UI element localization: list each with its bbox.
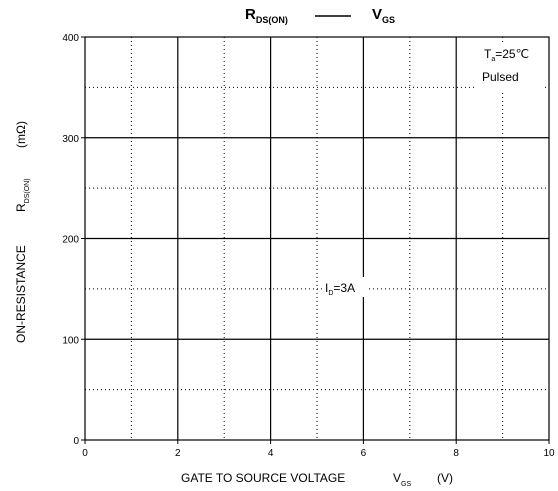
y-axis-symbol: RDS(ON)	[14, 178, 31, 212]
temperature-condition: Ta=25℃	[484, 47, 529, 63]
y-tick-label: 200	[62, 235, 79, 246]
x-tick-label: 4	[268, 448, 274, 459]
y-axis-ticks: 0 100 200 300 400	[62, 33, 85, 447]
pulsed-condition: Pulsed	[482, 70, 519, 84]
x-tick-label: 0	[82, 448, 88, 459]
y-axis-unit: (mΩ)	[14, 121, 28, 148]
y-tick-label: 0	[73, 436, 79, 447]
x-axis-label: GATE TO SOURCE VOLTAGE	[181, 471, 345, 485]
condition-box-bg	[474, 42, 544, 92]
y-tick-label: 400	[62, 33, 79, 44]
y-axis-label: ON-RESISTANCE	[14, 245, 28, 343]
x-axis-unit: (V)	[437, 471, 453, 485]
x-tick-label: 2	[175, 448, 181, 459]
x-tick-label: 10	[543, 448, 555, 459]
minor-grid	[85, 37, 549, 440]
chart-title-left: RDS(ON)	[245, 6, 288, 25]
x-tick-label: 8	[453, 448, 459, 459]
y-tick-label: 100	[62, 335, 79, 346]
major-grid	[85, 37, 549, 440]
y-tick-label: 300	[62, 134, 79, 145]
current-label-bg	[322, 277, 366, 297]
chart-title-right: VGS	[372, 6, 395, 25]
x-axis-ticks: 0 2 4 6 8 10	[82, 440, 555, 459]
drain-current-label: ID=3A	[325, 281, 355, 297]
x-tick-label: 6	[361, 448, 367, 459]
x-axis-symbol: VGS	[393, 471, 411, 488]
